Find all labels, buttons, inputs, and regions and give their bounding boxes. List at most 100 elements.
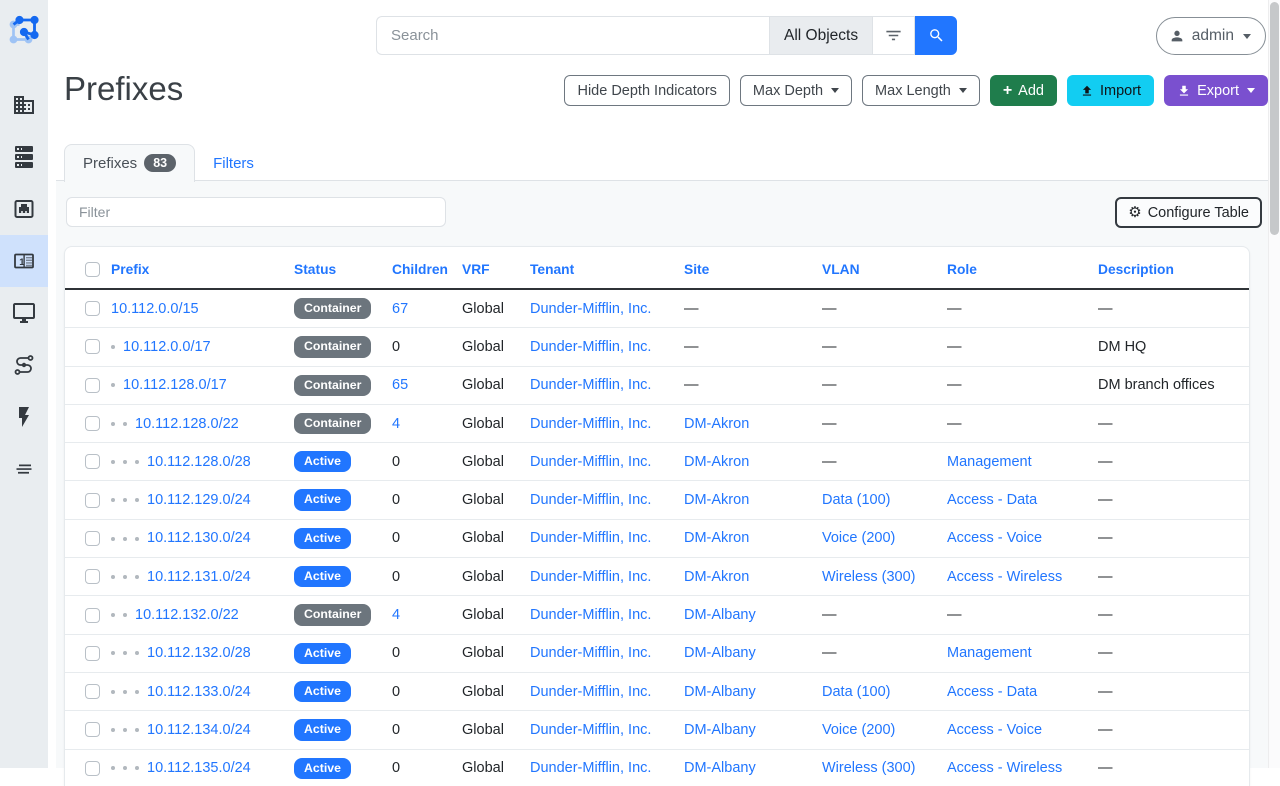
row-checkbox[interactable] <box>85 339 100 355</box>
site-link[interactable]: DM-Akron <box>684 415 750 432</box>
children-link[interactable]: 67 <box>392 300 409 317</box>
column-header-vrf[interactable]: VRF <box>454 247 522 290</box>
vlan-link[interactable]: Voice (200) <box>822 530 896 547</box>
vertical-scrollbar[interactable] <box>1268 0 1280 768</box>
vlan-link[interactable]: Wireless (300) <box>822 760 916 777</box>
role-link[interactable]: Access - Data <box>947 683 1038 700</box>
sidebar-item-organization[interactable] <box>0 79 48 131</box>
column-header-tenant[interactable]: Tenant <box>522 247 676 290</box>
role-link[interactable]: Access - Voice <box>947 530 1043 547</box>
prefix-link[interactable]: 10.112.133.0/24 <box>147 683 251 700</box>
row-checkbox[interactable] <box>85 454 100 470</box>
prefix-link[interactable]: 10.112.132.0/22 <box>135 607 239 624</box>
prefix-link[interactable]: 10.112.0.0/15 <box>111 300 199 317</box>
sidebar-item-devices[interactable] <box>0 131 48 183</box>
column-header-vlan[interactable]: VLAN <box>814 247 939 290</box>
prefix-link[interactable]: 10.112.128.0/22 <box>135 415 239 432</box>
column-header-prefix[interactable]: Prefix <box>103 247 286 290</box>
tab-filters[interactable]: Filters <box>213 155 254 172</box>
column-header-children[interactable]: Children <box>384 247 454 290</box>
tenant-link[interactable]: Dunder-Mifflin, Inc. <box>530 760 652 777</box>
vlan-link[interactable]: Voice (200) <box>822 721 896 738</box>
tenant-link[interactable]: Dunder-Mifflin, Inc. <box>530 530 652 547</box>
sidebar-item-virtualization[interactable] <box>0 287 48 339</box>
tenant-link[interactable]: Dunder-Mifflin, Inc. <box>530 645 652 662</box>
row-checkbox[interactable] <box>85 645 100 661</box>
children-link[interactable]: 65 <box>392 377 409 394</box>
select-all-checkbox[interactable] <box>85 262 100 277</box>
row-checkbox[interactable] <box>85 760 100 776</box>
site-link[interactable]: DM-Albany <box>684 683 756 700</box>
search-button[interactable] <box>915 16 958 55</box>
site-link[interactable]: DM-Albany <box>684 760 756 777</box>
row-checkbox[interactable] <box>85 684 100 700</box>
row-checkbox[interactable] <box>85 416 100 432</box>
tenant-link[interactable]: Dunder-Mifflin, Inc. <box>530 377 652 394</box>
role-link[interactable]: Management <box>947 453 1032 470</box>
add-button[interactable]: + Add <box>989 75 1057 106</box>
prefix-link[interactable]: 10.112.135.0/24 <box>147 760 251 777</box>
sidebar-item-circuits[interactable] <box>0 339 48 391</box>
prefix-link[interactable]: 10.112.129.0/24 <box>147 492 251 509</box>
max-depth-dropdown[interactable]: Max Depth <box>739 75 853 106</box>
netbox-logo[interactable] <box>0 0 48 56</box>
search-scope-dropdown[interactable]: All Objects <box>769 16 874 55</box>
site-link[interactable]: DM-Akron <box>684 492 750 509</box>
site-link[interactable]: DM-Albany <box>684 721 756 738</box>
row-checkbox[interactable] <box>85 377 100 393</box>
configure-table-button[interactable]: ⚙ Configure Table <box>1115 197 1262 228</box>
tenant-link[interactable]: Dunder-Mifflin, Inc. <box>530 683 652 700</box>
row-checkbox[interactable] <box>85 569 100 585</box>
prefix-link[interactable]: 10.112.132.0/28 <box>147 645 251 662</box>
prefix-link[interactable]: 10.112.130.0/24 <box>147 530 251 547</box>
vlan-link[interactable]: Wireless (300) <box>822 568 916 585</box>
site-link[interactable]: DM-Albany <box>684 645 756 662</box>
tenant-link[interactable]: Dunder-Mifflin, Inc. <box>530 607 652 624</box>
max-length-dropdown[interactable]: Max Length <box>862 75 980 106</box>
role-link[interactable]: Management <box>947 645 1032 662</box>
import-button[interactable]: Import <box>1066 75 1155 106</box>
tenant-link[interactable]: Dunder-Mifflin, Inc. <box>530 721 652 738</box>
prefix-link[interactable]: 10.112.131.0/24 <box>147 568 251 585</box>
role-link[interactable]: Access - Voice <box>947 721 1043 738</box>
tenant-link[interactable]: Dunder-Mifflin, Inc. <box>530 338 652 355</box>
role-link[interactable]: Access - Data <box>947 492 1038 509</box>
tenant-link[interactable]: Dunder-Mifflin, Inc. <box>530 415 652 432</box>
role-link[interactable]: Access - Wireless <box>947 760 1063 777</box>
row-checkbox[interactable] <box>85 530 100 546</box>
tenant-link[interactable]: Dunder-Mifflin, Inc. <box>530 453 652 470</box>
row-checkbox[interactable] <box>85 492 100 508</box>
prefix-link[interactable]: 10.112.0.0/17 <box>123 338 211 355</box>
sidebar-item-ipam[interactable]: 1 <box>0 235 48 287</box>
tenant-link[interactable]: Dunder-Mifflin, Inc. <box>530 492 652 509</box>
row-checkbox[interactable] <box>85 301 100 317</box>
prefix-link[interactable]: 10.112.128.0/28 <box>147 453 251 470</box>
vlan-link[interactable]: Data (100) <box>822 683 891 700</box>
sidebar-item-power[interactable] <box>0 391 48 443</box>
search-input[interactable] <box>376 16 769 55</box>
sidebar-item-connections[interactable] <box>0 183 48 235</box>
site-link[interactable]: DM-Akron <box>684 568 750 585</box>
scrollbar-thumb[interactable] <box>1270 2 1279 235</box>
vlan-link[interactable]: Data (100) <box>822 492 891 509</box>
prefix-link[interactable]: 10.112.128.0/17 <box>123 377 227 394</box>
site-link[interactable]: DM-Albany <box>684 607 756 624</box>
site-link[interactable]: DM-Akron <box>684 530 750 547</box>
tab-prefixes[interactable]: Prefixes 83 <box>64 144 196 182</box>
tenant-link[interactable]: Dunder-Mifflin, Inc. <box>530 300 652 317</box>
user-menu[interactable]: admin <box>1155 17 1266 55</box>
quick-filter-input[interactable] <box>66 197 446 227</box>
sidebar-item-other[interactable] <box>0 443 48 495</box>
children-link[interactable]: 4 <box>392 415 401 432</box>
role-link[interactable]: Access - Wireless <box>947 568 1063 585</box>
row-checkbox[interactable] <box>85 607 100 623</box>
column-header-description[interactable]: Description <box>1090 247 1249 290</box>
column-header-role[interactable]: Role <box>939 247 1090 290</box>
column-header-status[interactable]: Status <box>286 247 384 290</box>
tenant-link[interactable]: Dunder-Mifflin, Inc. <box>530 568 652 585</box>
hide-depth-indicators-button[interactable]: Hide Depth Indicators <box>564 75 730 106</box>
site-link[interactable]: DM-Akron <box>684 453 750 470</box>
export-dropdown[interactable]: Export <box>1164 75 1268 106</box>
row-checkbox[interactable] <box>85 722 100 738</box>
children-link[interactable]: 4 <box>392 607 401 624</box>
